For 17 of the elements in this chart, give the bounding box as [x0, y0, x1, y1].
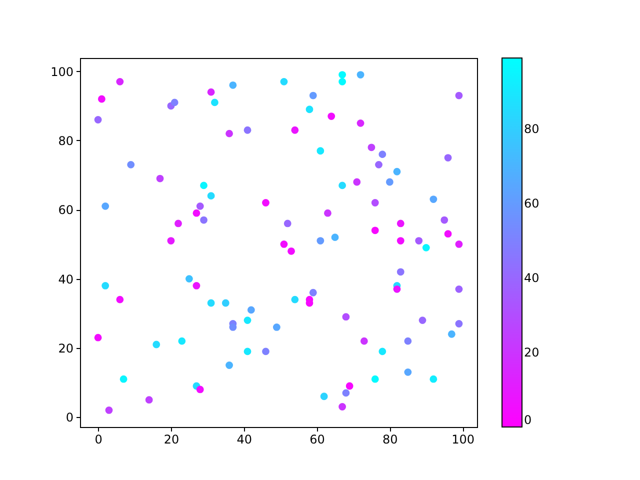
- x-tick-label: 20: [164, 432, 180, 446]
- color-bar-label: 0: [524, 413, 532, 427]
- x-tick-label: 100: [452, 432, 475, 446]
- color-bar-label: 20: [524, 345, 540, 360]
- x-tick-label: 80: [382, 432, 398, 446]
- x-tick-label: 40: [236, 432, 252, 446]
- color-bar-label: 60: [524, 196, 540, 210]
- color-bar-label: 80: [524, 122, 540, 136]
- y-tick-label: 100: [50, 64, 74, 79]
- x-tick-label: 0: [94, 432, 102, 446]
- color-bar-label: 40: [524, 270, 540, 285]
- y-tick-label: 0: [66, 410, 74, 425]
- x-tick-label: 60: [310, 432, 325, 446]
- y-tick-label: 80: [58, 134, 74, 148]
- y-tick-label: 60: [58, 203, 74, 218]
- y-tick-label: 40: [58, 272, 74, 286]
- y-tick-label: 20: [58, 341, 74, 356]
